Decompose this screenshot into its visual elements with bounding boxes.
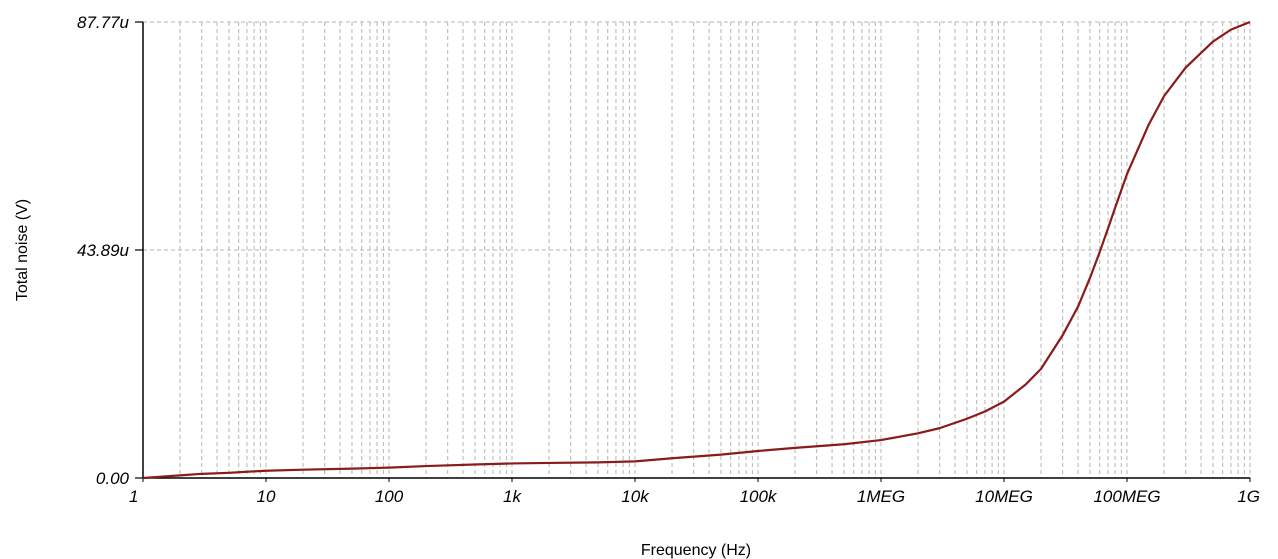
series-line xyxy=(142,20,1251,480)
y-tick-label: 0.00 xyxy=(96,469,130,488)
x-tick-label: 1G xyxy=(1237,487,1260,506)
x-axis-label: Frequency (Hz) xyxy=(641,542,751,559)
x-tick-label: 1MEG xyxy=(857,487,905,506)
x-tick-label: 1k xyxy=(503,487,522,506)
x-tick-label: 10k xyxy=(621,487,650,506)
grid-lines xyxy=(143,21,1251,478)
x-tick-label: 1 xyxy=(129,487,138,506)
tick-labels: 1 10 100 1k 10k 100k 1MEG 10MEG 100MEG 1G 0.00 43.8… xyxy=(77,13,1260,506)
x-tick-label: 100k xyxy=(740,487,778,506)
y-axis-label: Total noise (V) xyxy=(14,199,31,301)
y-tick-label: 87.77u xyxy=(77,13,130,32)
series xyxy=(142,20,1251,480)
x-tick-label: 10 xyxy=(257,487,276,506)
x-tick-label: 10MEG xyxy=(975,487,1033,506)
x-tick-label: 100MEG xyxy=(1093,487,1160,506)
x-tick-label: 100 xyxy=(375,487,404,506)
y-tick-label: 43.89u xyxy=(77,241,130,260)
